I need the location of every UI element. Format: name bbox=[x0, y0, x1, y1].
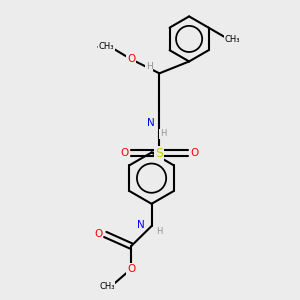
Text: O: O bbox=[94, 230, 103, 239]
Text: CH₃: CH₃ bbox=[225, 35, 241, 44]
Text: CH₃: CH₃ bbox=[99, 282, 115, 291]
Text: O: O bbox=[127, 54, 135, 64]
Text: H: H bbox=[160, 129, 166, 138]
Text: O: O bbox=[120, 148, 128, 158]
Text: N: N bbox=[137, 220, 145, 230]
Text: CH₃: CH₃ bbox=[99, 42, 114, 51]
Text: methoxy: methoxy bbox=[96, 45, 115, 49]
Text: H: H bbox=[146, 62, 153, 71]
Text: O: O bbox=[190, 148, 199, 158]
Text: N: N bbox=[147, 118, 154, 128]
Text: S: S bbox=[155, 147, 164, 160]
Text: H: H bbox=[156, 227, 163, 236]
Text: O: O bbox=[127, 264, 135, 274]
